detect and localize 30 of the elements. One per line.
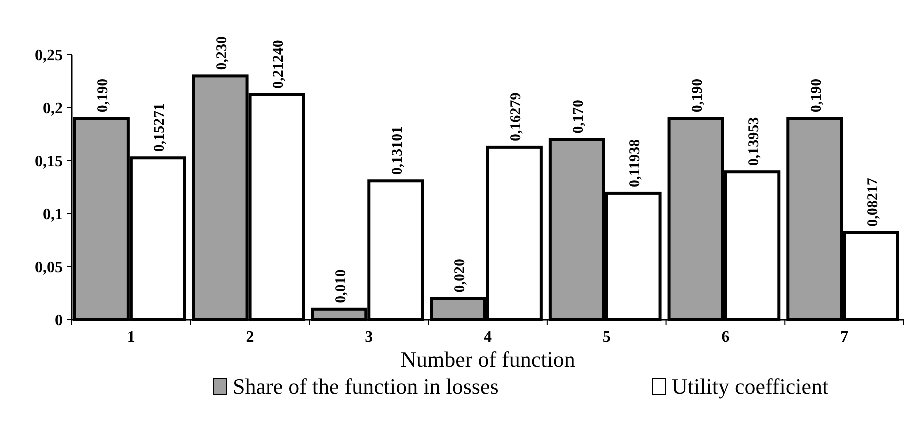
data-label: 0,08217 (865, 178, 882, 227)
data-label: 0,020 (452, 259, 468, 293)
y-tick-label: 0,15 (35, 154, 63, 171)
x-tick-label: 2 (246, 329, 254, 346)
x-tick-label: 3 (365, 329, 374, 346)
data-label: 0,21240 (271, 40, 287, 89)
data-label: 0,230 (214, 36, 231, 70)
x-tick-label: 7 (840, 329, 849, 346)
x-tick-label: 5 (602, 329, 611, 346)
x-axis-title: Number of function (400, 347, 576, 372)
data-label: 0,13101 (390, 126, 406, 176)
data-label: 0,190 (808, 78, 825, 113)
data-label: 0,11938 (628, 140, 644, 188)
y-tick-label: 0,2 (43, 100, 63, 118)
data-label: 0,16279 (508, 92, 525, 142)
data-label: 0,190 (690, 78, 706, 113)
y-tick-label: 0,05 (35, 260, 63, 277)
legend-label: Share of the function in losses (233, 374, 499, 399)
x-tick-label: 4 (484, 329, 492, 346)
x-tick-label: 6 (722, 329, 730, 346)
y-tick-label: 0,1 (43, 206, 63, 224)
data-label: 0,190 (96, 78, 112, 113)
data-label: 0,010 (333, 270, 350, 304)
legend-label: Utility coefficient (672, 374, 829, 399)
x-tick-label: 1 (127, 329, 136, 346)
data-label: 0,13953 (746, 117, 762, 166)
data-label: 0,170 (571, 100, 588, 134)
y-tick-label: 0,25 (35, 48, 63, 65)
y-tick-label: 0 (55, 312, 63, 330)
data-label: 0,15271 (152, 103, 168, 152)
